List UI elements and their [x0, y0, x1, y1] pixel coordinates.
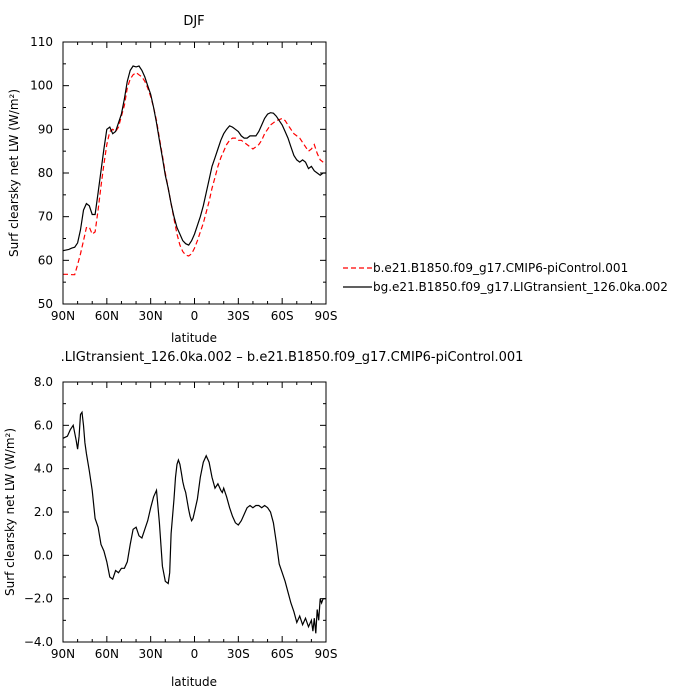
bottom-x-axis-label: latitude [171, 675, 217, 689]
top-y-tick-label: 80 [38, 166, 53, 180]
top-y-tick-label: 50 [38, 297, 53, 311]
bottom-x-tick-label: 60N [95, 647, 119, 661]
top-y-tick-label: 70 [38, 210, 53, 224]
top-y-tick-label: 60 [38, 253, 53, 267]
bottom-panel: .LIGtransient_126.0ka.002 – b.e21.B1850.… [3, 350, 523, 689]
legend-label-ligtransient: bg.e21.B1850.f09_g17.LIGtransient_126.0k… [373, 280, 668, 294]
bottom-x-tick-label: 90N [51, 647, 75, 661]
bottom-x-tick-label: 30S [227, 647, 250, 661]
bottom-series-line-1 [62, 410, 326, 634]
bottom-x-tick-label: 30N [139, 647, 163, 661]
bottom-x-tick-label: 90S [315, 647, 338, 661]
bottom-y-tick-label: 0.0 [34, 548, 53, 562]
top-x-axis-label: latitude [171, 331, 217, 345]
top-y-tick-label: 110 [30, 35, 53, 49]
bottom-y-tick-label: 8.0 [34, 375, 53, 389]
bottom-y-tick-label: 6.0 [34, 418, 53, 432]
top-x-tick-label: 90N [51, 309, 75, 323]
bottom-y-tick-label: 4.0 [34, 462, 53, 476]
top-x-tick-label: 30S [227, 309, 250, 323]
top-series-line-1 [63, 71, 327, 276]
top-x-tick-label: 30N [139, 309, 163, 323]
bottom-y-tick-label: −2.0 [24, 592, 53, 606]
top-y-tick-label: 90 [38, 122, 53, 136]
top-x-tick-label: 0 [191, 309, 199, 323]
top-chart-title: DJF [183, 14, 204, 29]
bottom-x-tick-label: 60S [271, 647, 294, 661]
legend: b.e21.B1850.f09_g17.CMIP6-piControl.001 … [343, 261, 668, 294]
top-y-tick-label: 100 [30, 79, 53, 93]
top-x-tick-label: 60N [95, 309, 119, 323]
top-series-group [62, 65, 327, 276]
bottom-series-group [62, 410, 326, 634]
top-ticks: 90N 60N 30N 0 30S 60S 90S 50 60 70 80 90 100 110 [30, 35, 337, 323]
top-plot-frame [62, 41, 327, 305]
bottom-y-tick-label: 2.0 [34, 505, 53, 519]
top-series-line-2 [62, 65, 326, 252]
bottom-x-tick-label: 0 [191, 647, 199, 661]
bottom-ticks: 90N 60N 30N 0 30S 60S 90S −4.0 −2.0 0.0 2.0 4.0 6.0 8… [24, 375, 338, 661]
bottom-y-axis-label: Surf clearsky net LW (W/m²) [3, 428, 17, 596]
top-x-tick-label: 90S [315, 309, 338, 323]
top-x-tick-label: 60S [271, 309, 294, 323]
top-panel: DJF 90N 60N 30N 0 30S 60S 90S5060708090100110 … [7, 14, 337, 345]
bottom-chart-title: .LIGtransient_126.0ka.002 – b.e21.B1850.… [61, 350, 524, 365]
top-y-axis-label: Surf clearsky net LW (W/m²) [7, 89, 21, 257]
bottom-y-tick-label: −4.0 [24, 635, 53, 649]
legend-label-picontrol: b.e21.B1850.f09_g17.CMIP6-piControl.001 [373, 261, 628, 275]
